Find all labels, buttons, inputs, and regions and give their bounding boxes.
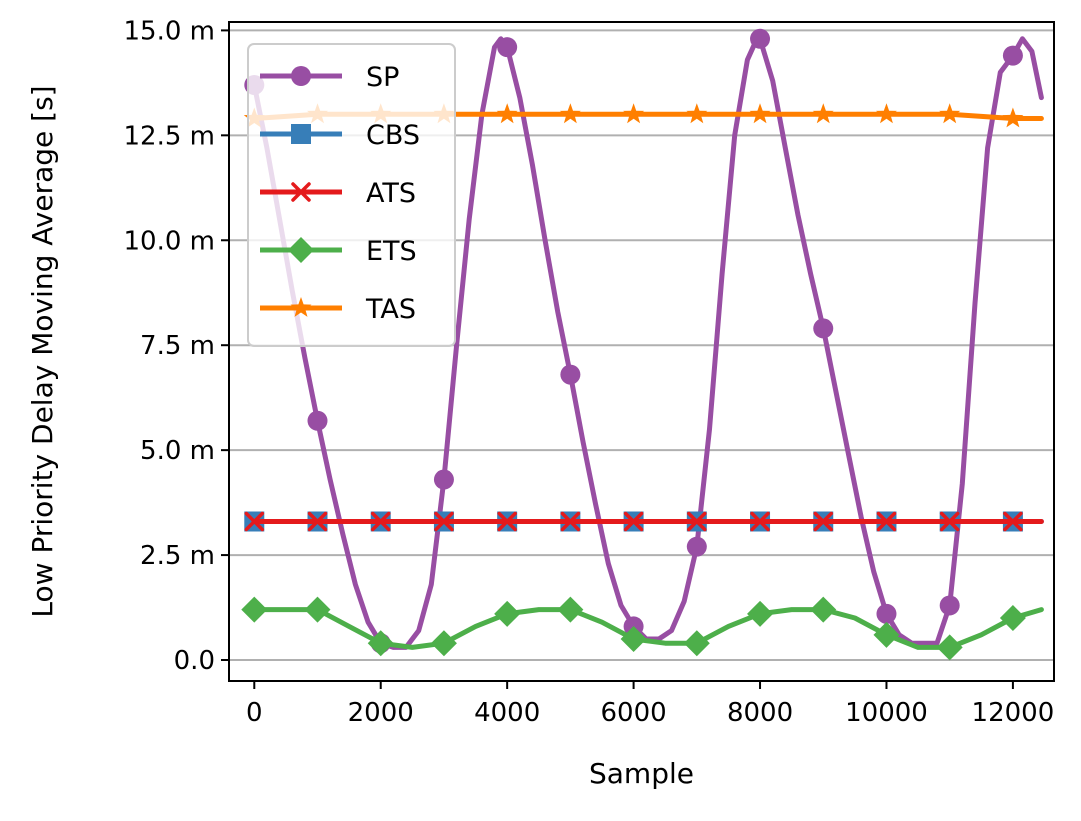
series-ets [241, 596, 1044, 661]
data-point-ets [304, 596, 331, 623]
legend-marker-sp [291, 66, 311, 86]
data-point-tas [939, 103, 961, 124]
legend-label-sp: SP [366, 62, 399, 93]
series-layer [241, 28, 1044, 661]
x-axis-label: Sample [589, 757, 694, 790]
y-axis-ticks: 0.0 2.5 m 5.0 m 7.5 m 10.0 m 12.5 m 15.0 m [124, 16, 229, 676]
y-axis-label: Low Priority Delay Moving Average [s] [26, 85, 59, 617]
data-point-ets [494, 600, 521, 627]
y-tick-label: 5.0 m [140, 436, 215, 466]
y-tick-label: 2.5 m [140, 541, 215, 571]
data-point-sp [686, 536, 707, 557]
data-point-sp [813, 318, 834, 339]
data-point-ets [747, 600, 774, 627]
data-point-ets [873, 621, 900, 648]
legend-marker-cbs [291, 124, 311, 144]
data-point-sp [560, 364, 581, 385]
data-point-ats [876, 511, 897, 532]
y-tick-label: 0.0 [174, 646, 215, 676]
x-tick-label: 10000 [845, 698, 928, 728]
x-tick-label: 4000 [474, 698, 540, 728]
data-point-ets [810, 596, 837, 623]
legend-entry-cbs: CBS [260, 120, 420, 151]
legend-label-cbs: CBS [366, 120, 420, 151]
data-point-sp [939, 595, 960, 616]
data-point-sp [1002, 45, 1023, 66]
data-point-ets [936, 634, 963, 661]
legend-entry-sp: SP [260, 62, 399, 93]
data-point-tas [812, 103, 834, 124]
data-point-ets [241, 596, 268, 623]
plot-area-frame [228, 21, 1055, 682]
data-point-tas [1002, 107, 1024, 128]
x-tick-label: 2000 [348, 698, 414, 728]
y-tick-label: 15.0 m [124, 16, 215, 46]
legend-entry-ats: ATS [260, 178, 416, 209]
data-point-ats [434, 511, 454, 532]
data-point-ats [307, 511, 328, 532]
data-point-sp [876, 603, 897, 624]
data-point-ats [623, 511, 644, 532]
y-tick-label: 12.5 m [124, 121, 215, 151]
series-ats [244, 511, 1044, 532]
data-point-tas [623, 103, 645, 124]
y-tick-label: 7.5 m [140, 331, 215, 361]
legend-marker-ats [291, 182, 311, 202]
legend-label-tas: TAS [365, 294, 416, 325]
legend-marker-tas [290, 297, 312, 317]
legend-label-ats: ATS [366, 178, 416, 209]
data-point-tas [496, 103, 518, 124]
data-point-ats [813, 511, 834, 532]
data-point-ats [560, 511, 581, 532]
x-tick-label: 12000 [972, 698, 1055, 728]
data-point-tas [559, 103, 581, 124]
data-point-ets [430, 630, 457, 657]
legend: SP CBS ATS ETS TAS [247, 43, 456, 347]
data-point-sp [433, 469, 454, 490]
data-point-ats [1003, 511, 1023, 532]
data-point-ets [999, 605, 1026, 632]
data-point-ets [683, 630, 710, 657]
data-point-ets [620, 626, 647, 653]
data-point-ets [367, 630, 394, 657]
legend-entry-ets: ETS [260, 236, 417, 267]
data-point-ats [497, 511, 517, 532]
data-point-ats [687, 511, 707, 532]
data-point-ats [939, 511, 960, 532]
legend-marker-ets [288, 237, 314, 263]
data-point-sp [497, 37, 518, 58]
data-point-tas [876, 103, 897, 124]
data-point-ets [557, 596, 584, 623]
data-point-tas [686, 103, 708, 124]
y-tick-label: 10.0 m [124, 226, 215, 256]
data-point-ats [370, 511, 391, 532]
data-point-tas [749, 103, 771, 124]
data-point-ats [750, 511, 770, 532]
data-point-sp [307, 410, 328, 431]
x-tick-label: 8000 [727, 698, 793, 728]
legend-entry-tas: TAS [260, 294, 416, 325]
x-tick-label: 0 [246, 698, 263, 728]
data-point-sp [750, 28, 771, 49]
data-point-ats [244, 511, 265, 532]
legend-box [247, 43, 456, 347]
x-tick-label: 6000 [601, 698, 667, 728]
x-axis-ticks: 0 2000 4000 6000 8000 10000 12000 [246, 681, 1054, 728]
legend-label-ets: ETS [366, 236, 417, 267]
